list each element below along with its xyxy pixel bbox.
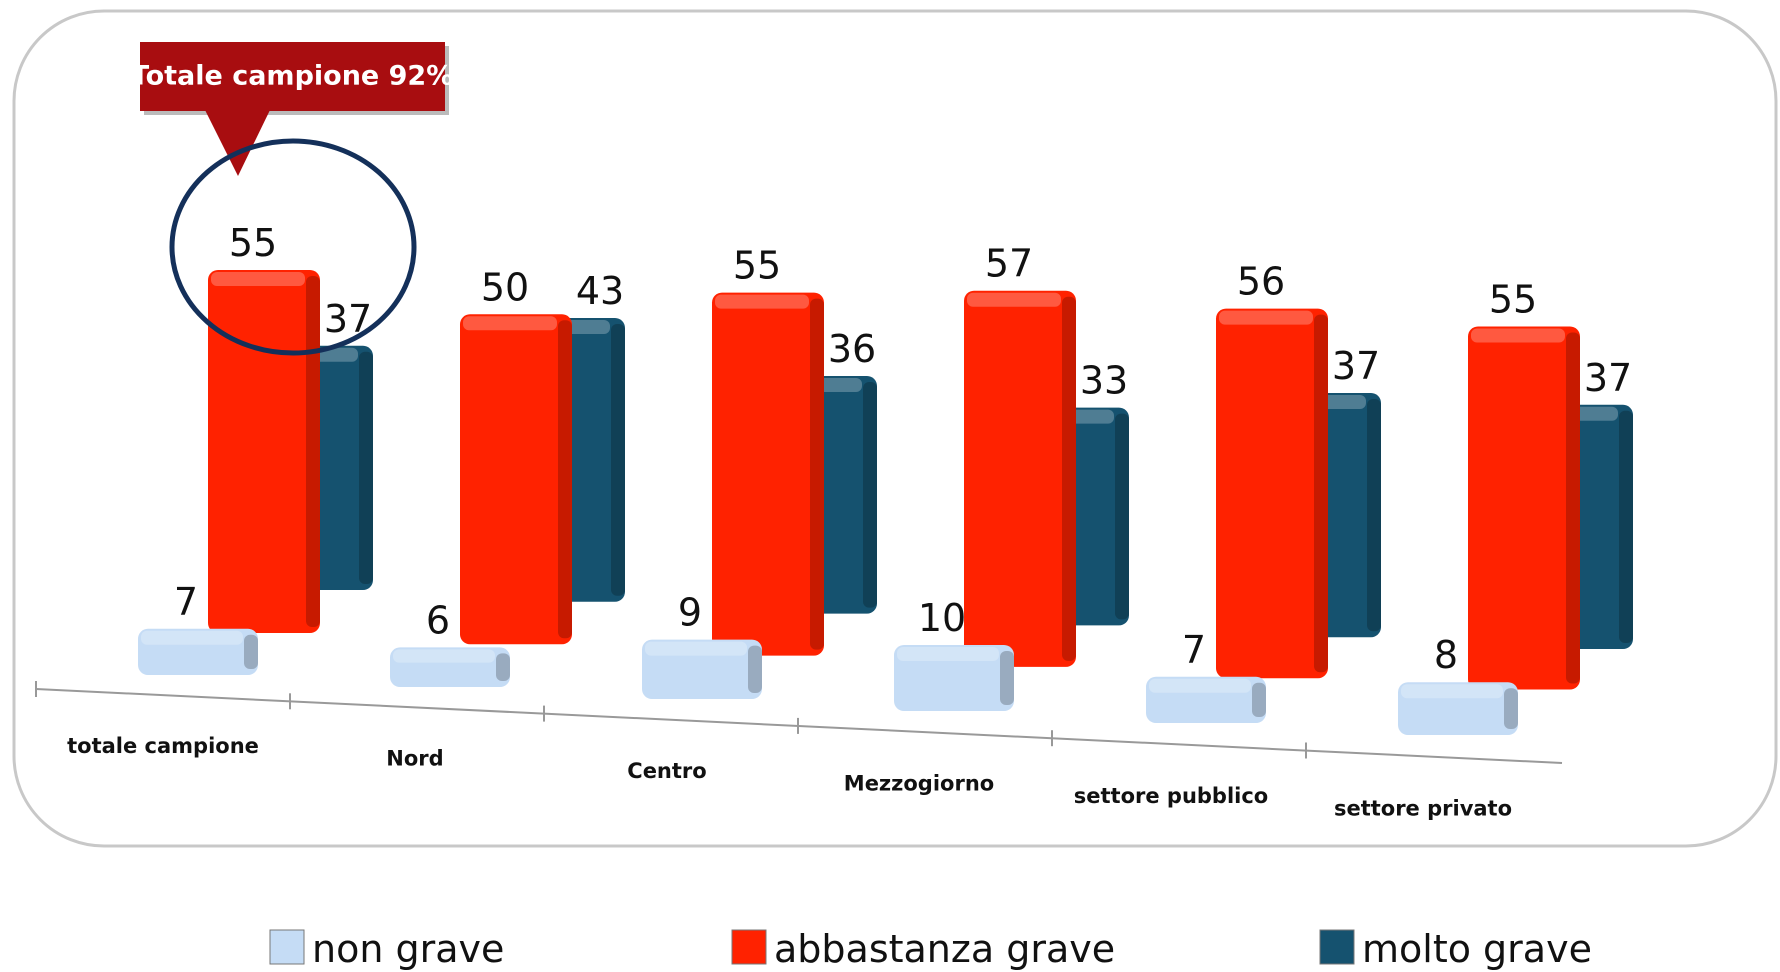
x-tick-label: settore privato [1334,797,1512,821]
bar [1398,682,1518,735]
bar-top [1471,328,1565,343]
highlight-ellipse [169,138,417,356]
x-tick-label: settore pubblico [1074,784,1268,808]
chart-frame [12,9,1778,848]
bar [1216,308,1328,679]
bar [1146,676,1266,723]
bar [208,270,320,633]
bar-top [715,294,809,309]
legend-label: non grave [312,927,504,971]
bar-side [1062,296,1076,661]
data-label: 55 [733,244,781,288]
bar-3d [642,639,762,699]
data-label: 33 [1080,359,1128,403]
bar [460,314,572,645]
bar-3d [964,290,1076,667]
bar [642,639,762,699]
annotation: Totale campione 92% [131,42,454,176]
bar [390,647,510,687]
x-tick-label: Mezzogiorno [844,772,994,796]
bar-top [1219,310,1313,325]
bar-top [897,647,999,661]
bar-top [1149,678,1251,693]
annotation-text: Totale campione 92% [131,61,454,92]
data-label: 7 [1182,628,1206,672]
data-label: 37 [1332,344,1380,388]
bar [894,645,1014,711]
legend-swatch [731,929,767,965]
bar-3d [208,270,320,633]
bar-3d [390,647,510,687]
bar-3d [712,292,824,656]
bar-3d [1146,676,1266,723]
bar-top [1401,684,1503,699]
bar-side [244,634,258,669]
data-label: 36 [828,327,876,371]
bar-side [1566,332,1580,684]
bar-side [1504,688,1518,729]
bar-3d [894,645,1014,711]
bar-side [611,324,625,596]
bar-3d [460,314,572,645]
data-label: 55 [1489,278,1537,322]
legend-label: abbastanza grave [774,927,1115,971]
data-label: 50 [481,265,529,309]
legend-label: molto grave [1362,927,1592,971]
bar-side [1314,314,1328,673]
bar-top [967,292,1061,307]
bar-top [141,630,243,645]
bar-side [1000,651,1014,705]
bar [712,292,824,656]
bar [964,290,1076,667]
legend-swatch [1319,929,1355,965]
data-label: 6 [426,598,450,642]
x-tick-label: Centro [627,759,706,783]
annotation-box [140,42,445,111]
data-label: 43 [576,269,624,313]
bar-side [306,276,320,627]
data-label: 7 [174,580,198,624]
annotation-pointer [205,110,270,176]
bar-side [810,298,824,650]
bar [138,628,258,675]
bar-side [359,351,373,584]
bar-3d [138,628,258,675]
bar-side [748,645,762,693]
bar-side [863,382,877,608]
data-label: 8 [1434,633,1458,677]
data-label: 56 [1237,260,1285,304]
bar-side [558,320,572,639]
bar [1468,326,1580,690]
bar-top [645,641,747,656]
bar-side [1619,410,1633,643]
data-label: 37 [1584,356,1632,400]
bar-3d [1216,308,1328,679]
bar-side [1115,413,1129,620]
data-label: 9 [678,591,702,635]
bar-3d [1398,682,1518,735]
bar-side [1252,682,1266,717]
data-label: 57 [985,242,1033,286]
bar-top [393,649,495,663]
x-tick-label: Nord [386,747,443,771]
data-label: 10 [918,596,966,640]
x-tick-label: totale campione [67,734,259,758]
bar-3d [1468,326,1580,690]
bar-top [211,272,305,286]
bar-top [463,316,557,331]
legend-swatch [269,929,305,965]
data-label: 55 [229,221,277,265]
bar-side [496,653,510,681]
bar-side [1367,399,1381,632]
